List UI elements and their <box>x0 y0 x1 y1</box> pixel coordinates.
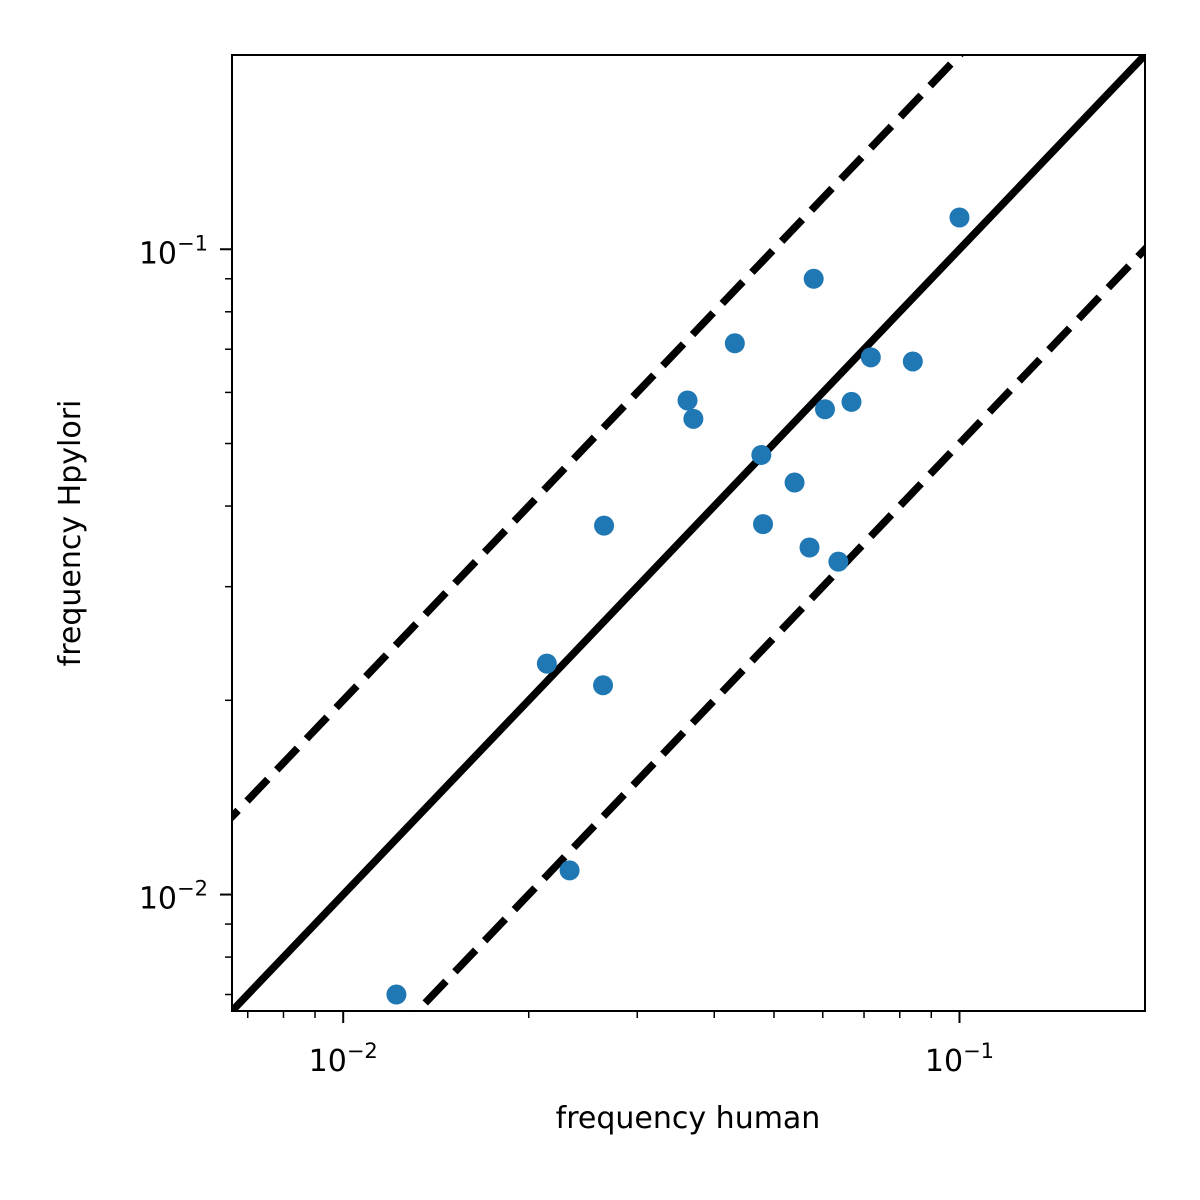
x-tick-label: 10−1 <box>925 1039 994 1079</box>
data-point <box>841 391 862 412</box>
data-point <box>799 537 820 558</box>
x-axis-label: frequency human <box>556 1101 821 1136</box>
y-tick-label: 10−2 <box>139 877 208 917</box>
data-point <box>593 675 614 696</box>
y-axis-label: frequency Hpylori <box>53 400 88 667</box>
data-point <box>536 653 557 674</box>
data-point <box>860 347 881 368</box>
data-point <box>902 351 923 372</box>
data-point <box>594 515 615 536</box>
data-point <box>753 514 774 535</box>
x-axis: 10−2 10−1 <box>246 1011 994 1079</box>
data-point <box>683 408 704 429</box>
data-point <box>724 333 745 354</box>
data-point <box>949 207 970 228</box>
y-tick-label: 10−1 <box>139 231 208 271</box>
data-point <box>784 472 805 493</box>
plot-frame <box>231 54 1146 1012</box>
data-point <box>803 268 824 289</box>
x-tick-label: 10−2 <box>309 1039 378 1079</box>
y-axis: 10−2 10−1 <box>139 231 232 996</box>
data-point <box>386 984 407 1005</box>
data-point <box>677 390 698 411</box>
data-point <box>814 399 835 420</box>
data-point <box>559 860 580 881</box>
data-point <box>828 551 849 572</box>
data-point <box>751 444 772 465</box>
data-points <box>386 207 970 1005</box>
